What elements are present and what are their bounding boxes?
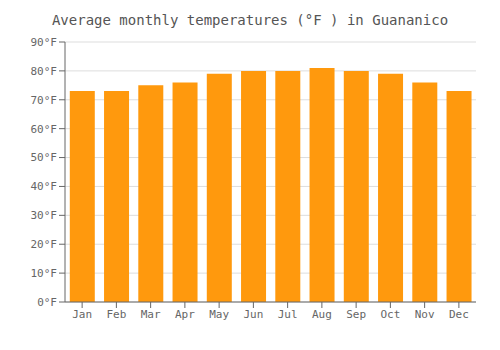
svg-text:80°F: 80°F bbox=[31, 65, 58, 78]
svg-text:Jun: Jun bbox=[243, 308, 263, 321]
svg-text:Jul: Jul bbox=[278, 308, 298, 321]
svg-text:Oct: Oct bbox=[380, 308, 400, 321]
svg-text:Mar: Mar bbox=[141, 308, 161, 321]
svg-text:Dec: Dec bbox=[449, 308, 469, 321]
svg-text:Nov: Nov bbox=[415, 308, 435, 321]
svg-text:70°F: 70°F bbox=[31, 94, 58, 107]
svg-text:60°F: 60°F bbox=[31, 123, 58, 136]
svg-text:Sep: Sep bbox=[346, 308, 366, 321]
svg-text:10°F: 10°F bbox=[31, 267, 58, 280]
svg-text:40°F: 40°F bbox=[31, 180, 58, 193]
svg-text:90°F: 90°F bbox=[31, 36, 58, 49]
svg-text:50°F: 50°F bbox=[31, 151, 58, 164]
svg-text:Jan: Jan bbox=[72, 308, 92, 321]
html-text:Average monthly temperatures (: Average monthly temperatures (°F ) in Gu… bbox=[51, 12, 449, 28]
svg-text:30°F: 30°F bbox=[31, 209, 58, 222]
svg-text:20°F: 20°F bbox=[31, 238, 58, 251]
svg-text:May: May bbox=[209, 308, 229, 321]
svg-text:Apr: Apr bbox=[175, 308, 195, 321]
svg-text:Feb: Feb bbox=[106, 308, 126, 321]
svg-text:Aug: Aug bbox=[312, 308, 332, 321]
svg-text:0°F: 0°F bbox=[37, 296, 57, 309]
